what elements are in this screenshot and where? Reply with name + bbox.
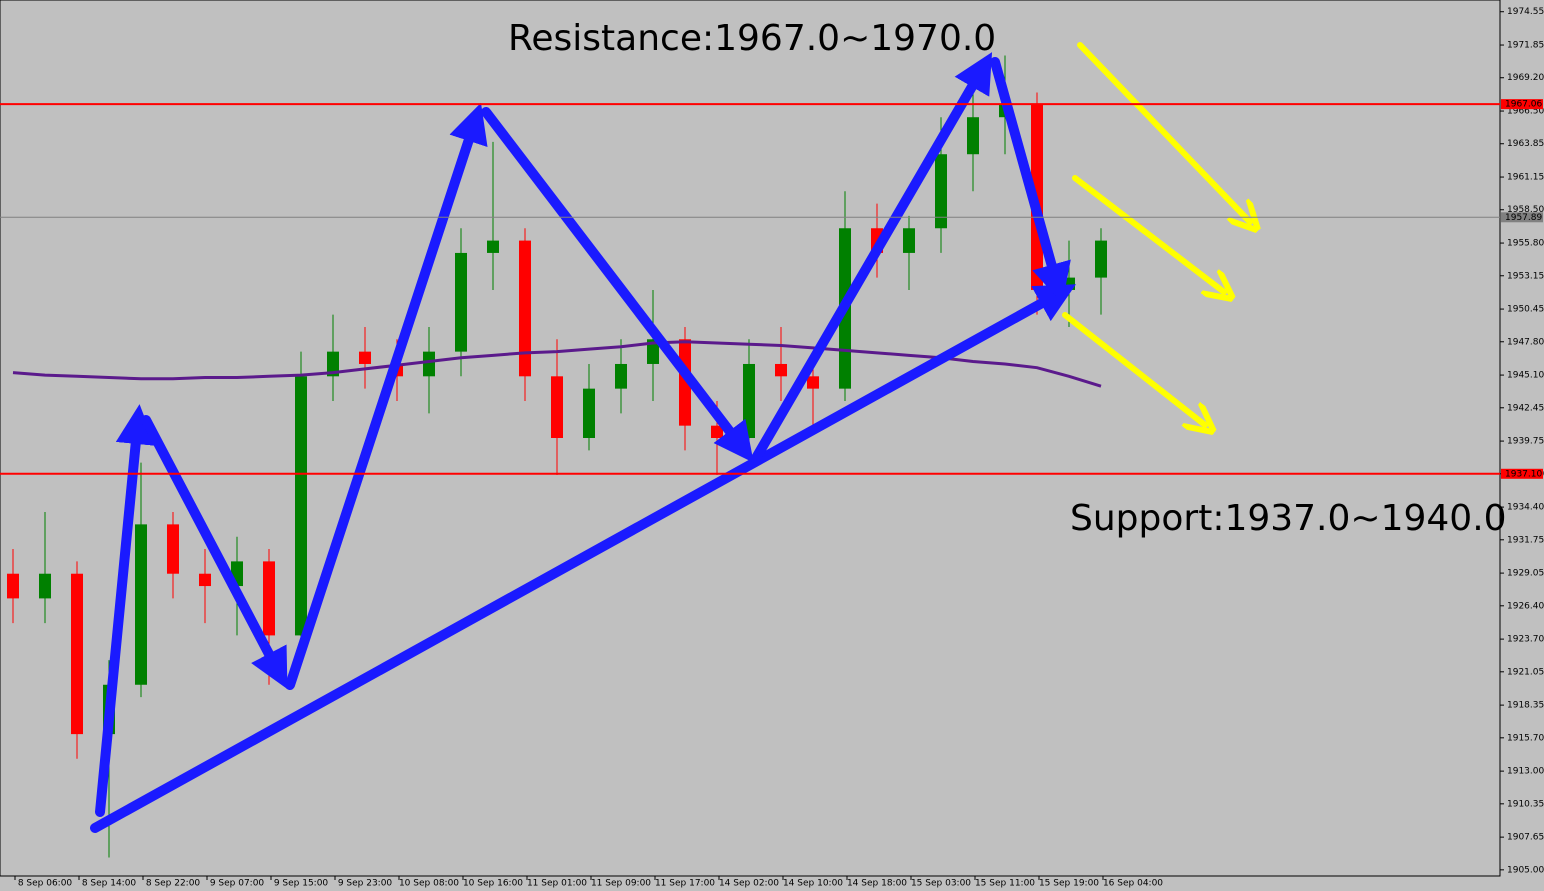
y-tick-label: 1947.80 bbox=[1507, 337, 1544, 347]
candle-body bbox=[743, 363, 755, 438]
y-tick-label: 1969.20 bbox=[1507, 73, 1544, 83]
y-tick-label: 1931.75 bbox=[1507, 535, 1544, 545]
candle-body bbox=[71, 573, 83, 735]
candle-body bbox=[7, 573, 19, 599]
y-tick-label: 1934.40 bbox=[1507, 503, 1544, 513]
y-tick-label: 1921.05 bbox=[1507, 667, 1544, 677]
y-tick-label: 1958.50 bbox=[1507, 205, 1544, 215]
candle-body bbox=[903, 228, 915, 253]
y-tick-label: 1915.70 bbox=[1507, 733, 1544, 743]
drawings bbox=[90, 42, 1250, 833]
candle-body bbox=[1095, 240, 1107, 278]
wave-arrow bbox=[95, 404, 156, 817]
candle-body bbox=[455, 252, 467, 352]
candle-body bbox=[295, 376, 307, 636]
y-tick-label: 1963.85 bbox=[1507, 139, 1544, 149]
candle-body bbox=[199, 573, 211, 587]
y-tick-label: 1942.45 bbox=[1507, 403, 1544, 413]
candle-body bbox=[327, 351, 339, 377]
candle-body bbox=[775, 363, 787, 377]
y-tick-label: 1913.00 bbox=[1507, 767, 1544, 777]
forecast-arrow bbox=[1077, 42, 1250, 222]
resistance-note: Resistance:1967.0~1970.0 bbox=[508, 18, 996, 59]
candle-body bbox=[967, 117, 979, 155]
candle-body bbox=[423, 351, 435, 377]
candle-body bbox=[519, 240, 531, 377]
y-tick-label: 1971.85 bbox=[1507, 41, 1544, 51]
y-tick-label: 1955.80 bbox=[1507, 239, 1544, 249]
x-tick-label: 14 Sep 18:00 bbox=[847, 879, 907, 889]
x-tick-label: 16 Sep 04:00 bbox=[1103, 879, 1163, 889]
y-tick-label: 1918.35 bbox=[1507, 701, 1544, 711]
x-tick-label: 10 Sep 16:00 bbox=[463, 879, 523, 889]
x-tick-label: 9 Sep 15:00 bbox=[274, 879, 329, 889]
candle-body bbox=[583, 388, 595, 438]
wave-arrow bbox=[285, 102, 488, 690]
forecast-arrow bbox=[1072, 175, 1224, 292]
x-tick-label: 15 Sep 11:00 bbox=[975, 879, 1035, 889]
y-tick-label: 1939.75 bbox=[1507, 437, 1544, 447]
x-tick-label: 11 Sep 01:00 bbox=[527, 879, 587, 889]
x-tick-label: 8 Sep 14:00 bbox=[82, 879, 137, 889]
x-tick-label: 14 Sep 02:00 bbox=[719, 879, 779, 889]
x-tick-label: 8 Sep 06:00 bbox=[18, 879, 73, 889]
x-tick-label: 14 Sep 10:00 bbox=[783, 879, 843, 889]
candle-body bbox=[359, 351, 371, 364]
y-tick-label: 1953.15 bbox=[1507, 271, 1544, 281]
support-note: Support:1937.0~1940.0 bbox=[1070, 498, 1507, 539]
candle-body bbox=[487, 240, 499, 253]
y-tick-label: 1945.10 bbox=[1507, 371, 1544, 381]
y-tick-label: 1961.15 bbox=[1507, 173, 1544, 183]
candle-body bbox=[935, 154, 947, 229]
level-tag bbox=[1501, 468, 1543, 479]
y-tick-label: 1929.05 bbox=[1507, 569, 1544, 579]
x-tick-label: 9 Sep 07:00 bbox=[210, 879, 265, 889]
y-tick-label: 1910.35 bbox=[1507, 799, 1544, 809]
candle-body bbox=[551, 376, 563, 438]
x-tick-label: 8 Sep 22:00 bbox=[146, 879, 201, 889]
forecast-arrow bbox=[1062, 312, 1205, 425]
candle-body bbox=[807, 376, 819, 389]
x-tick-label: 15 Sep 19:00 bbox=[1039, 879, 1099, 889]
candle-body bbox=[167, 524, 179, 574]
y-tick-label: 1907.65 bbox=[1507, 833, 1544, 843]
level-tag bbox=[1501, 99, 1543, 110]
y-tick-label: 1974.55 bbox=[1507, 7, 1544, 17]
trend-arrow bbox=[90, 284, 1076, 833]
y-tick-label: 1926.40 bbox=[1507, 601, 1544, 611]
y-tick-label: 1966.50 bbox=[1507, 107, 1544, 117]
y-tick-label: 1923.70 bbox=[1507, 635, 1544, 645]
level-tag bbox=[1501, 212, 1543, 223]
x-tick-label: 9 Sep 23:00 bbox=[338, 879, 393, 889]
wave-arrow bbox=[141, 415, 288, 690]
candle-body bbox=[263, 561, 275, 636]
x-tick-label: 15 Sep 03:00 bbox=[911, 879, 971, 889]
wave-arrow bbox=[481, 107, 754, 463]
candle-body bbox=[39, 573, 51, 599]
level-label: 1967.06 bbox=[1505, 100, 1542, 110]
candle-body bbox=[615, 363, 627, 389]
level-label: 1957.89 bbox=[1505, 213, 1542, 223]
y-tick-label: 1905.00 bbox=[1507, 865, 1544, 875]
wave-arrow bbox=[751, 52, 993, 463]
level-label: 1937.10 bbox=[1505, 469, 1542, 479]
candle-body bbox=[135, 524, 147, 685]
x-tick-label: 10 Sep 08:00 bbox=[399, 879, 459, 889]
candle-body bbox=[647, 339, 659, 364]
x-tick-label: 11 Sep 17:00 bbox=[655, 879, 715, 889]
moving-average bbox=[12, 340, 1102, 388]
y-tick-label: 1950.45 bbox=[1507, 305, 1544, 315]
wave-arrow bbox=[990, 57, 1071, 304]
x-tick-label: 11 Sep 09:00 bbox=[591, 879, 651, 889]
